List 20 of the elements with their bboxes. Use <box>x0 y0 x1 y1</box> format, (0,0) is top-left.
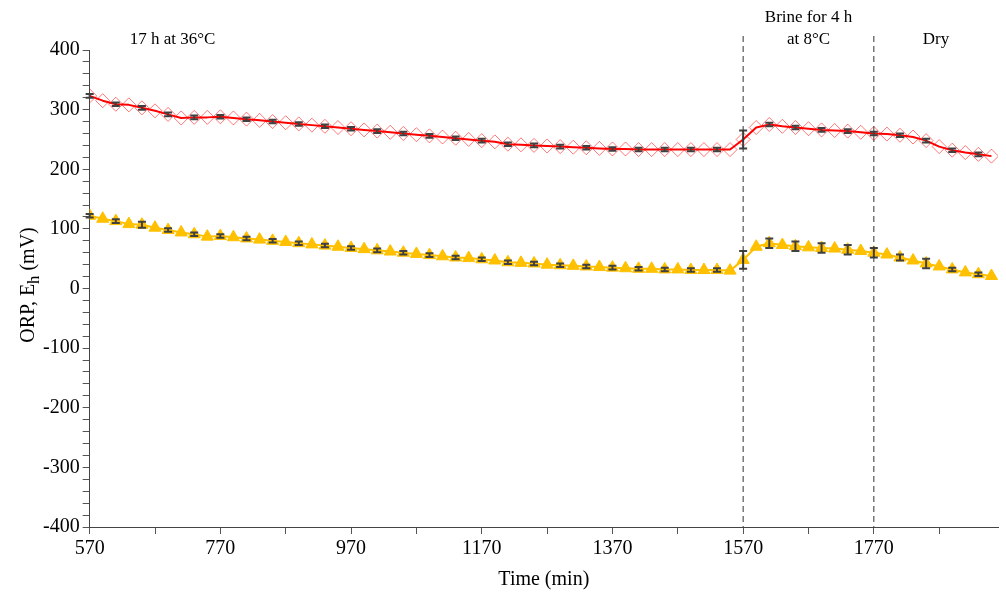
y-tick-label: -400 <box>42 514 80 537</box>
x-tick-label: 570 <box>74 536 105 559</box>
text: 17 h at 36°C <box>129 28 216 48</box>
y-tick-label: -100 <box>42 335 80 358</box>
x-tick-label: 1170 <box>462 536 502 559</box>
y-tick-label: 0 <box>69 275 80 298</box>
text: Brine for 4 h at 8°C <box>764 6 853 48</box>
y-tick-label: -300 <box>42 454 80 477</box>
x-tick-label: 970 <box>336 536 367 559</box>
y-tick-label: 200 <box>49 156 80 179</box>
y-tick-label: 300 <box>49 96 80 119</box>
x-tick-label: 770 <box>205 536 236 559</box>
x-tick-label: 1370 <box>592 536 633 559</box>
x-tick-label: 1770 <box>853 536 894 559</box>
y-tick-label: -200 <box>42 395 80 417</box>
x-tick-label: 1570 <box>723 536 764 559</box>
y-tick-label: 400 <box>49 37 80 60</box>
text: Dry <box>922 28 950 48</box>
x-axis-title: Time (min) <box>498 567 590 591</box>
y-tick-label: 100 <box>49 216 80 239</box>
